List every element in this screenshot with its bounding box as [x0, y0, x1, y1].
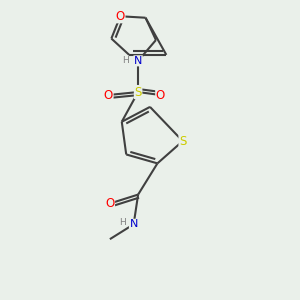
- Text: N: N: [130, 219, 138, 229]
- Text: H: H: [119, 218, 126, 227]
- Text: H: H: [122, 56, 129, 65]
- Text: O: O: [116, 10, 125, 23]
- Text: S: S: [179, 135, 186, 148]
- Text: S: S: [134, 85, 142, 98]
- Text: O: O: [105, 197, 115, 210]
- Text: O: O: [156, 88, 165, 101]
- Text: N: N: [134, 56, 142, 66]
- Text: O: O: [104, 88, 113, 101]
